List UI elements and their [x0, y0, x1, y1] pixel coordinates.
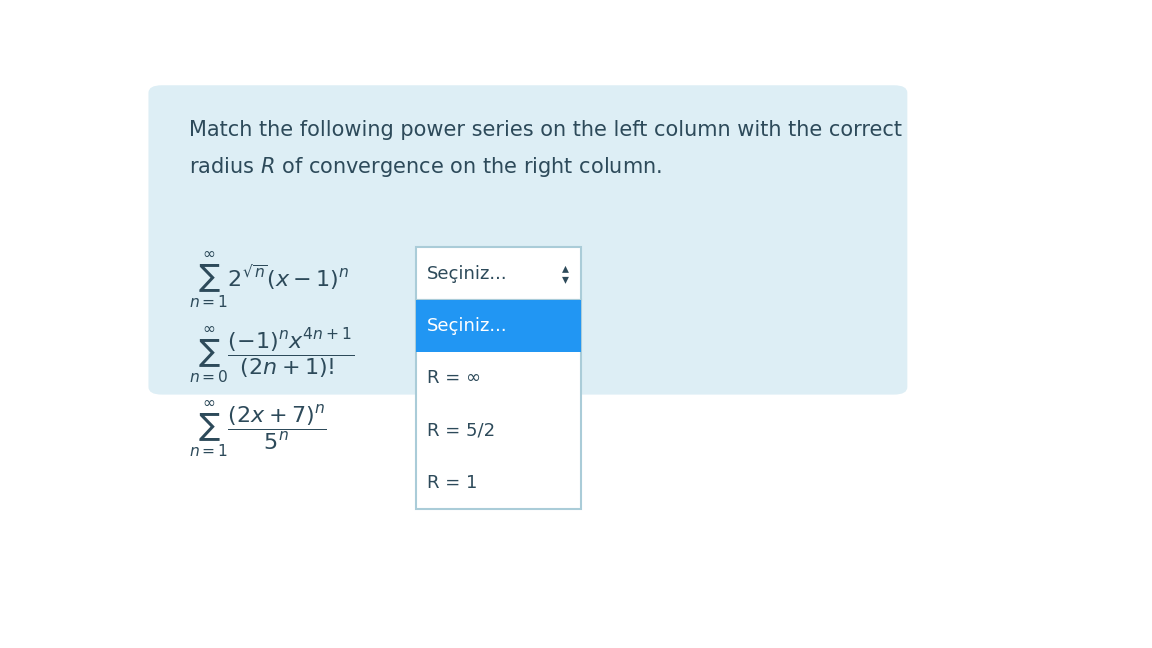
Text: Seçiniz...: Seçiniz... — [427, 264, 508, 283]
Text: $\sum_{n=1}^{\infty} \dfrac{(2x+7)^n}{5^n}$: $\sum_{n=1}^{\infty} \dfrac{(2x+7)^n}{5^… — [189, 400, 326, 459]
Text: Seçiniz...: Seçiniz... — [427, 317, 508, 335]
Text: R = 5/2: R = 5/2 — [427, 422, 495, 440]
Bar — [416, 300, 582, 509]
Text: ▴
▾: ▴ ▾ — [562, 260, 569, 286]
Bar — [416, 248, 582, 300]
Bar — [416, 300, 582, 353]
Text: radius $R$ of convergence on the right column.: radius $R$ of convergence on the right c… — [189, 155, 661, 179]
Text: R = ∞: R = ∞ — [427, 369, 482, 388]
Text: Match the following power series on the left column with the correct: Match the following power series on the … — [189, 120, 902, 140]
Text: $\sum_{n=0}^{\infty} \dfrac{(-1)^n x^{4n+1}}{(2n+1)!}$: $\sum_{n=0}^{\infty} \dfrac{(-1)^n x^{4n… — [189, 325, 354, 385]
FancyBboxPatch shape — [149, 86, 908, 395]
Text: $\sum_{n=1}^{\infty} 2^{\sqrt{n}}(x-1)^n$: $\sum_{n=1}^{\infty} 2^{\sqrt{n}}(x-1)^n… — [189, 250, 349, 310]
Text: R = 1: R = 1 — [427, 474, 477, 492]
